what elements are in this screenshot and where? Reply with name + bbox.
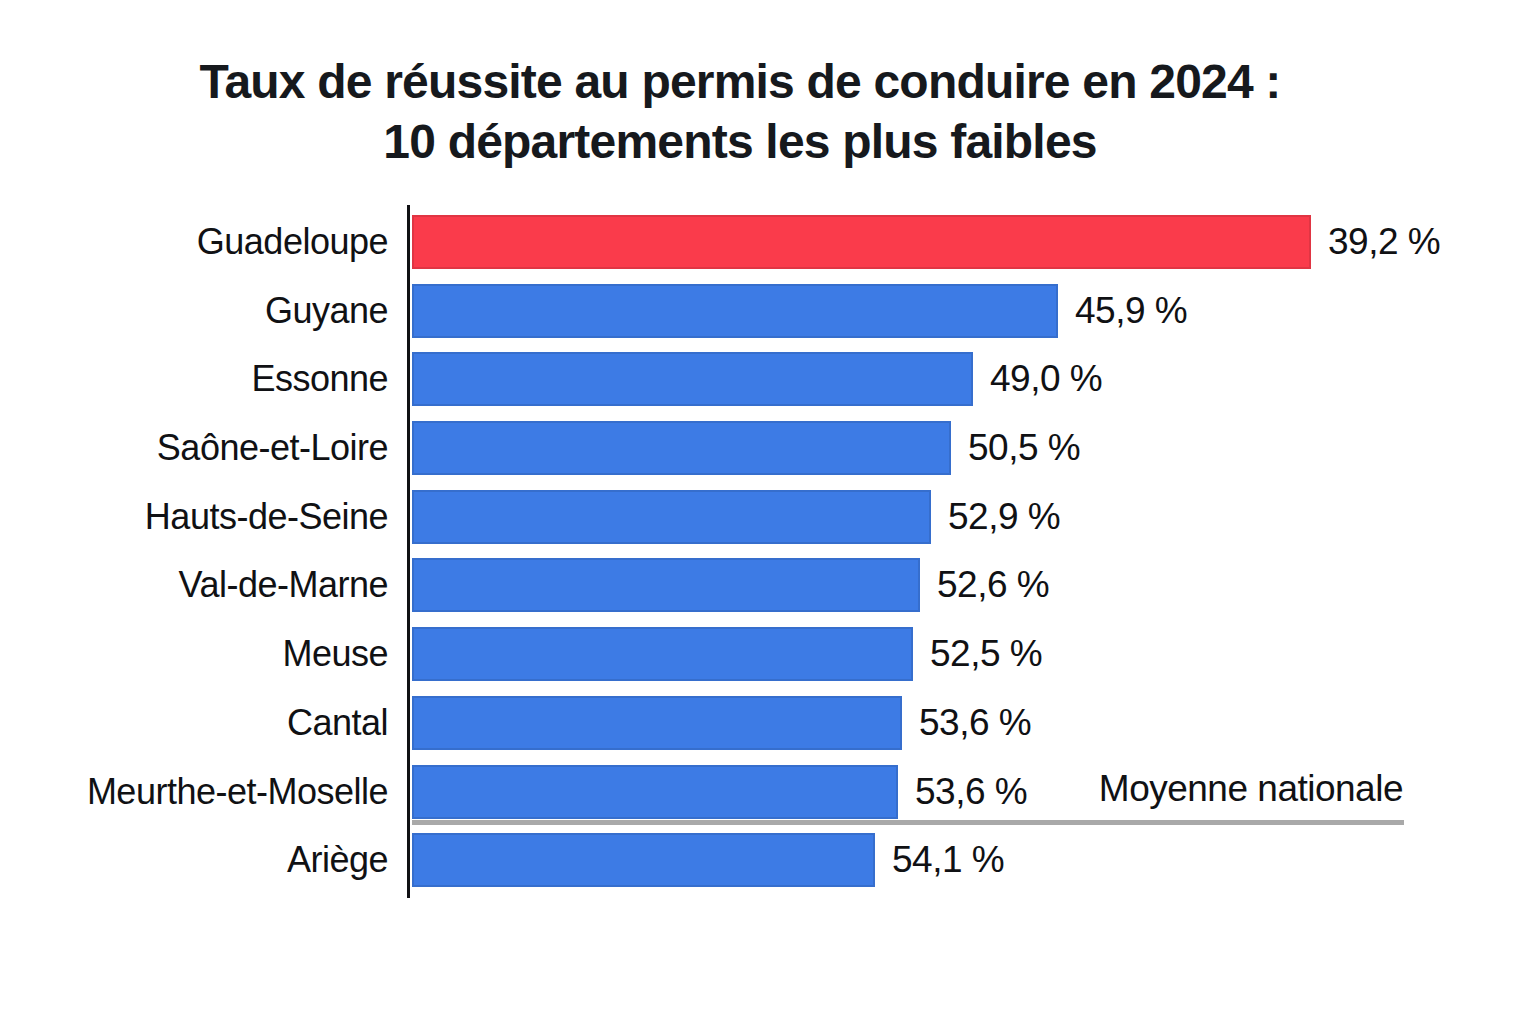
bar-row-val-de-marne: Val-de-Marne 52,6 % — [0, 558, 1536, 612]
bar-label: Meuse — [0, 633, 412, 675]
bar-guadeloupe — [412, 215, 1311, 269]
bar-guyane — [412, 284, 1058, 338]
bar-row-saone-et-loire: Saône-et-Loire 50,5 % — [0, 421, 1536, 475]
bar-meurthe-et-moselle — [412, 765, 898, 819]
bar-value-label: 39,2 % — [1328, 221, 1440, 263]
bar-row-hauts-de-seine: Hauts-de-Seine 52,9 % — [0, 490, 1536, 544]
bar-row-guadeloupe: Guadeloupe 39,2 % — [0, 215, 1536, 269]
bar-label: Meurthe-et-Moselle — [0, 771, 412, 813]
bar-row-ariege: Ariège 54,1 % — [0, 833, 1536, 887]
bar-label: Ariège — [0, 839, 412, 881]
bar-val-de-marne — [412, 558, 920, 612]
bar-label: Hauts-de-Seine — [0, 496, 412, 538]
bar-value-label: 54,1 % — [892, 839, 1004, 881]
bar-essonne — [412, 352, 973, 406]
bar-meuse — [412, 627, 913, 681]
bar-value-label: 52,5 % — [930, 633, 1042, 675]
bar-saone-et-loire — [412, 421, 951, 475]
bar-value-label: 52,9 % — [948, 496, 1060, 538]
bar-value-label: 52,6 % — [937, 564, 1049, 606]
bar-value-label: 53,6 % — [915, 771, 1027, 813]
chart-title-line-2: 10 départements les plus faibles — [0, 112, 1480, 172]
bar-row-guyane: Guyane 45,9 % — [0, 284, 1536, 338]
bar-label: Guadeloupe — [0, 221, 412, 263]
bar-label: Cantal — [0, 702, 412, 744]
bar-row-cantal: Cantal 53,6 % — [0, 696, 1536, 750]
bar-value-label: 53,6 % — [919, 702, 1031, 744]
bar-value-label: 50,5 % — [968, 427, 1080, 469]
bar-value-label: 49,0 % — [990, 358, 1102, 400]
chart-canvas: Taux de réussite au permis de conduire e… — [0, 0, 1536, 1024]
chart-title-line-1: Taux de réussite au permis de conduire e… — [0, 52, 1480, 112]
bar-hauts-de-seine — [412, 490, 931, 544]
bar-label: Essonne — [0, 358, 412, 400]
page-title: Taux de réussite au permis de conduire e… — [0, 52, 1480, 172]
bar-label: Guyane — [0, 290, 412, 332]
national-average-label: Moyenne nationale — [1099, 768, 1403, 810]
national-average-line — [412, 820, 1404, 825]
bar-label: Saône-et-Loire — [0, 427, 412, 469]
bar-value-label: 45,9 % — [1075, 290, 1187, 332]
bar-label: Val-de-Marne — [0, 564, 412, 606]
bar-row-meuse: Meuse 52,5 % — [0, 627, 1536, 681]
bar-cantal — [412, 696, 902, 750]
bar-row-essonne: Essonne 49,0 % — [0, 352, 1536, 406]
bar-ariege — [412, 833, 875, 887]
